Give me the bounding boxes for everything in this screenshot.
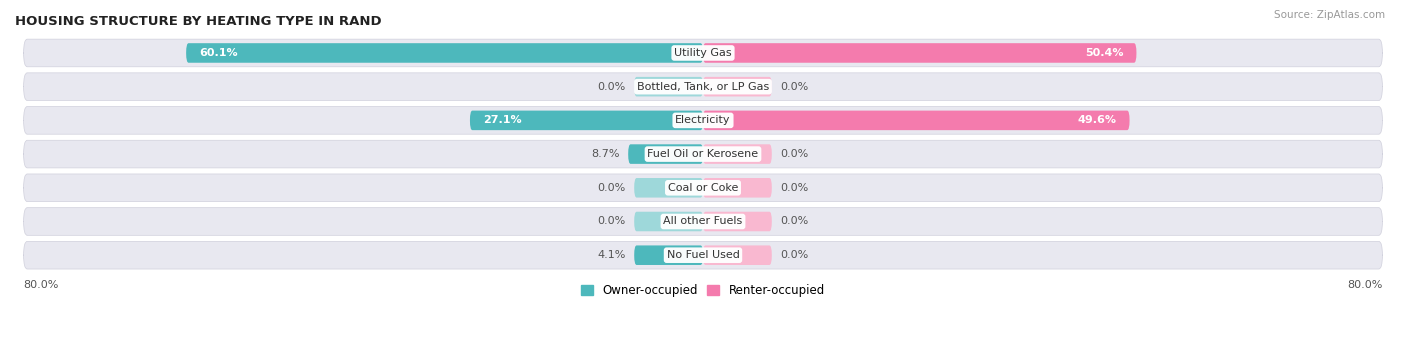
FancyBboxPatch shape [24,39,1382,67]
Text: 27.1%: 27.1% [482,115,522,125]
Text: 80.0%: 80.0% [24,280,59,290]
FancyBboxPatch shape [703,43,1136,63]
Text: HOUSING STRUCTURE BY HEATING TYPE IN RAND: HOUSING STRUCTURE BY HEATING TYPE IN RAN… [15,15,381,28]
FancyBboxPatch shape [703,77,772,97]
Text: 0.0%: 0.0% [598,183,626,193]
Text: 0.0%: 0.0% [780,149,808,159]
FancyBboxPatch shape [470,110,703,130]
Text: 4.1%: 4.1% [598,250,626,260]
Text: Coal or Coke: Coal or Coke [668,183,738,193]
Text: Electricity: Electricity [675,115,731,125]
FancyBboxPatch shape [703,178,772,197]
FancyBboxPatch shape [703,110,1129,130]
FancyBboxPatch shape [634,246,703,265]
Text: 0.0%: 0.0% [780,217,808,226]
Text: 0.0%: 0.0% [598,82,626,92]
FancyBboxPatch shape [24,73,1382,101]
FancyBboxPatch shape [703,246,772,265]
Text: 0.0%: 0.0% [598,217,626,226]
FancyBboxPatch shape [186,43,703,63]
Text: 80.0%: 80.0% [1347,280,1382,290]
FancyBboxPatch shape [634,77,703,97]
FancyBboxPatch shape [24,140,1382,168]
FancyBboxPatch shape [703,144,772,164]
FancyBboxPatch shape [24,174,1382,202]
Text: Bottled, Tank, or LP Gas: Bottled, Tank, or LP Gas [637,82,769,92]
Text: No Fuel Used: No Fuel Used [666,250,740,260]
FancyBboxPatch shape [634,212,703,231]
Text: 50.4%: 50.4% [1085,48,1123,58]
Legend: Owner-occupied, Renter-occupied: Owner-occupied, Renter-occupied [576,279,830,301]
FancyBboxPatch shape [703,212,772,231]
Text: 0.0%: 0.0% [780,250,808,260]
Text: Fuel Oil or Kerosene: Fuel Oil or Kerosene [647,149,759,159]
Text: 0.0%: 0.0% [780,82,808,92]
Text: 8.7%: 8.7% [591,149,620,159]
FancyBboxPatch shape [24,241,1382,269]
FancyBboxPatch shape [24,208,1382,235]
Text: Utility Gas: Utility Gas [675,48,731,58]
FancyBboxPatch shape [628,144,703,164]
Text: Source: ZipAtlas.com: Source: ZipAtlas.com [1274,10,1385,20]
Text: All other Fuels: All other Fuels [664,217,742,226]
Text: 49.6%: 49.6% [1077,115,1116,125]
FancyBboxPatch shape [24,106,1382,134]
Text: 0.0%: 0.0% [780,183,808,193]
FancyBboxPatch shape [634,178,703,197]
Text: 60.1%: 60.1% [200,48,238,58]
